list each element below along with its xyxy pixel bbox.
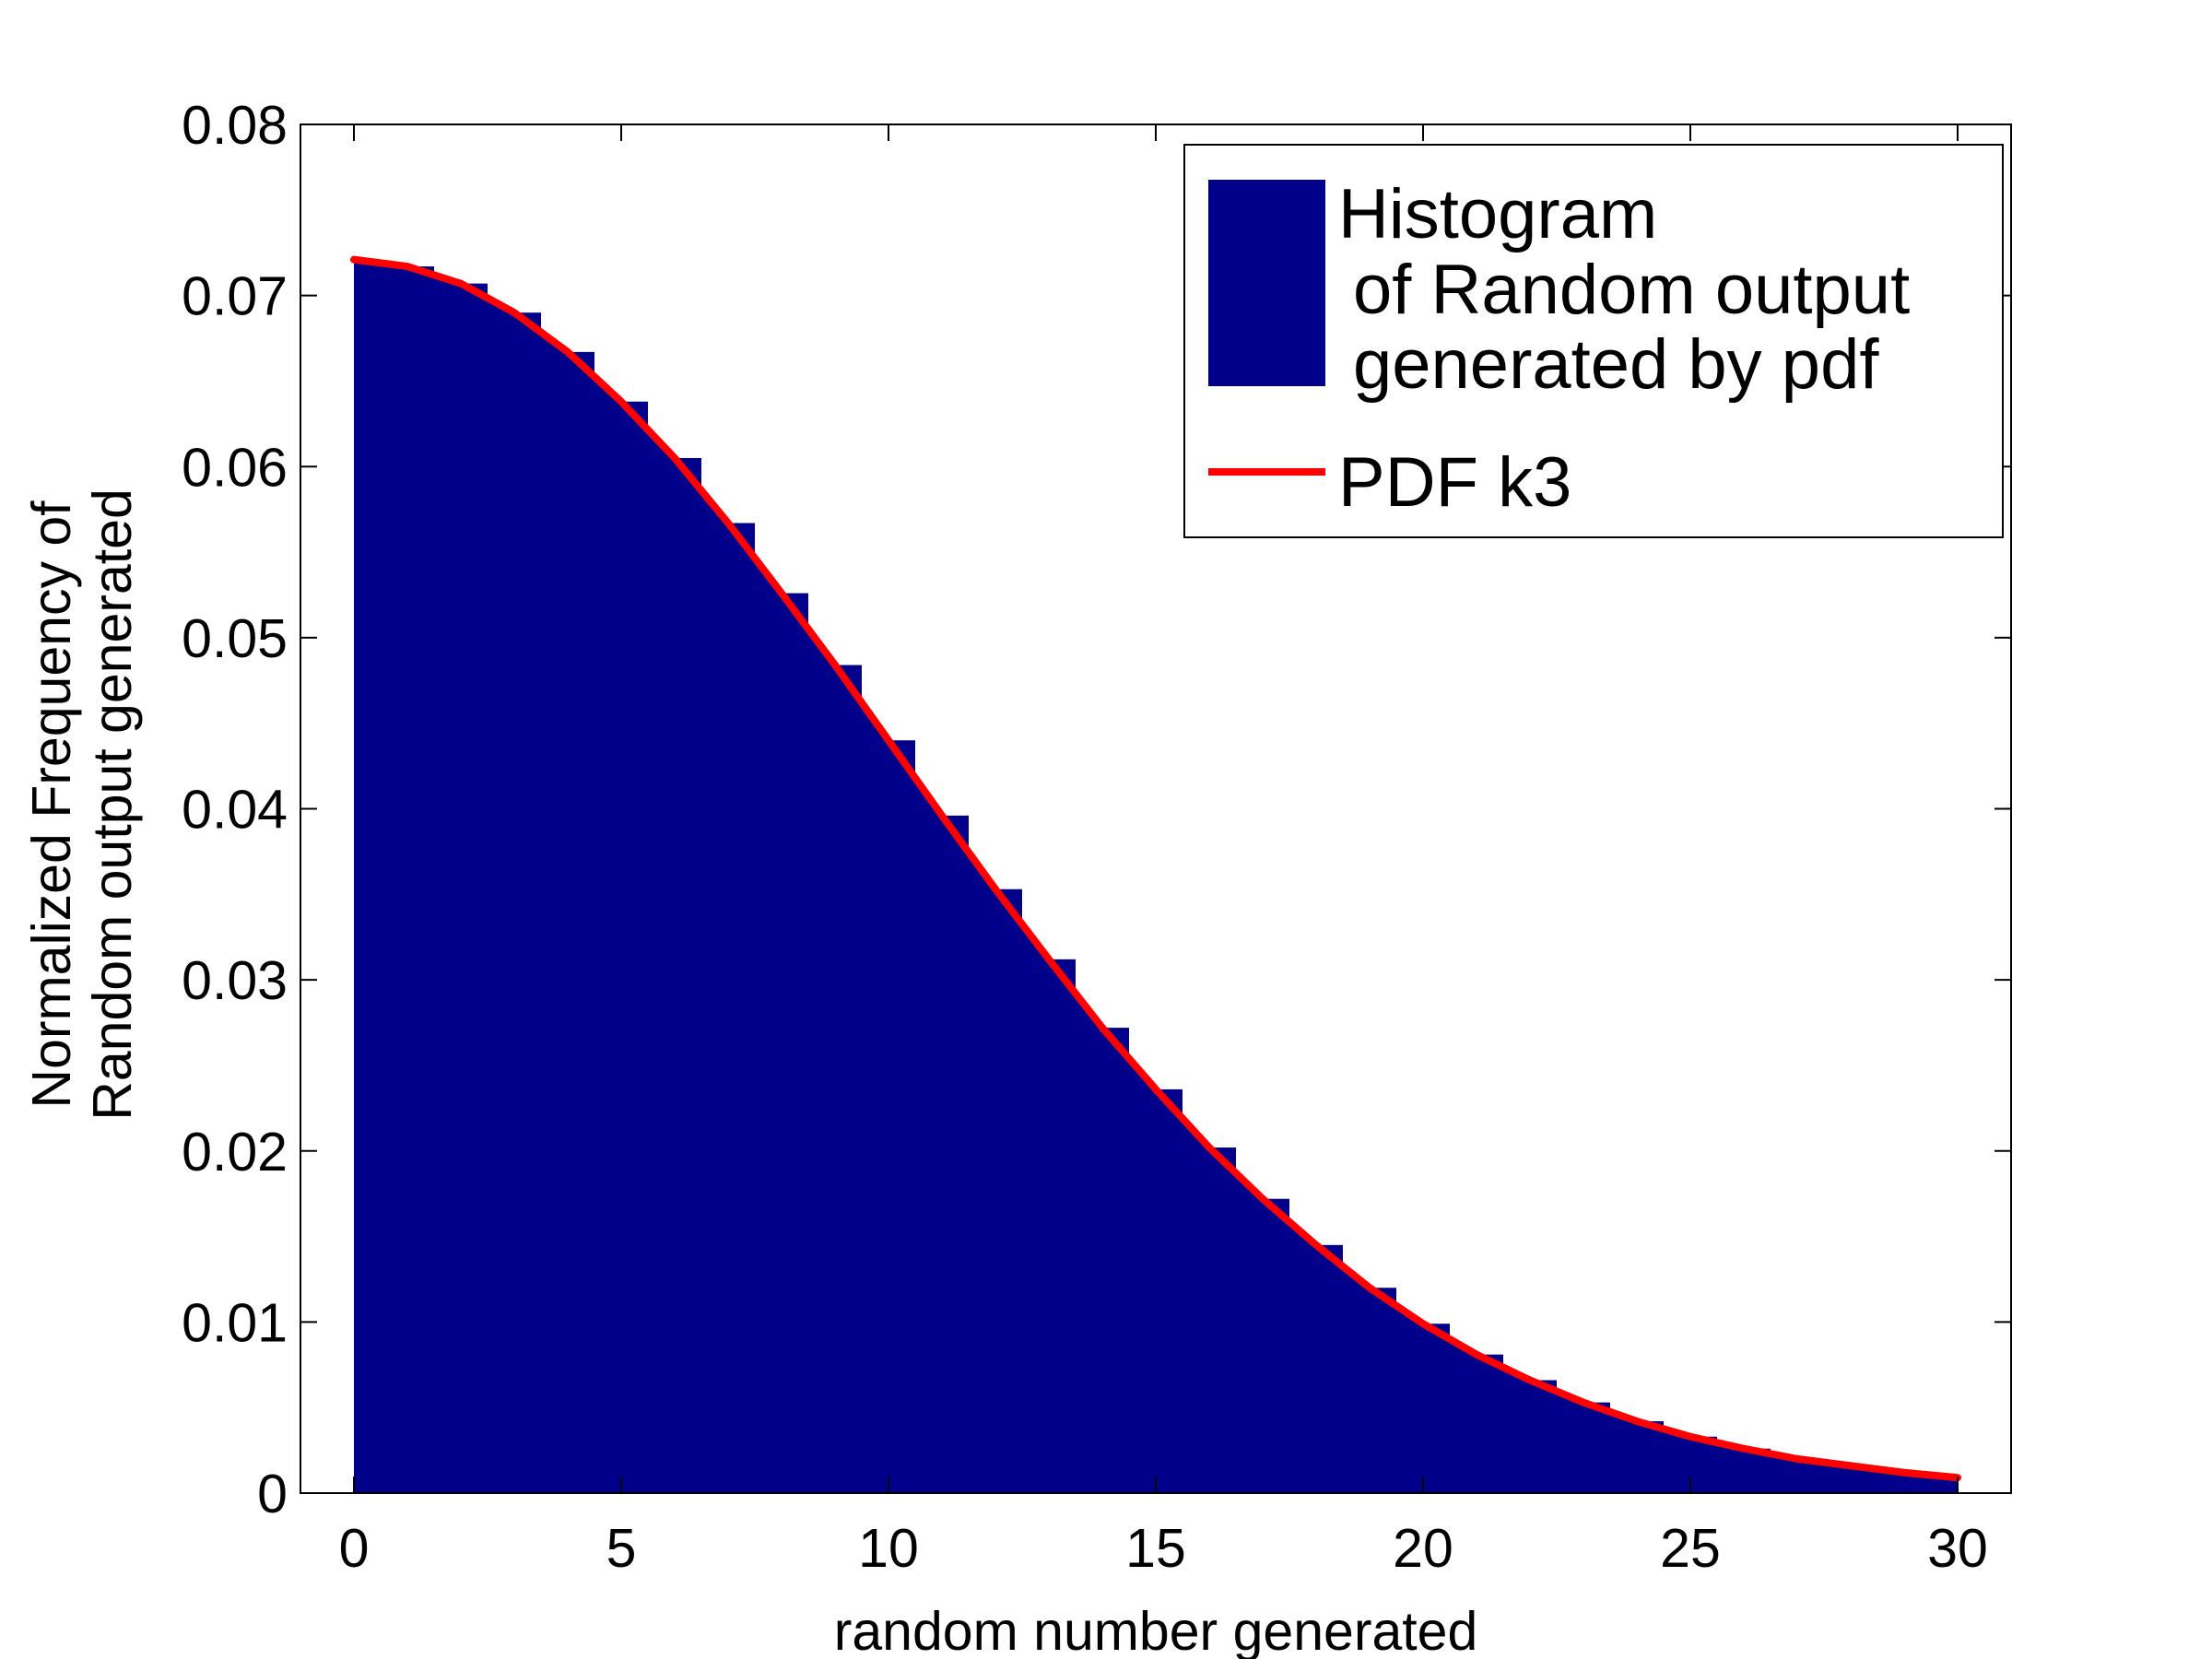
x-tick-label: 10 [858, 1518, 919, 1579]
legend-pdf-label: PDF k3 [1338, 443, 1571, 522]
histogram-bar [755, 593, 808, 1493]
pdf-line [350, 255, 1961, 1482]
y-tick-label: 0.04 [182, 780, 288, 841]
legend: Histogram of Random output generated by … [1183, 144, 2004, 538]
y-axis-label-line-2: Random output generated [82, 488, 143, 1121]
histogram-bar [541, 351, 594, 1494]
x-tick-label: 15 [1125, 1518, 1186, 1579]
y-tick-label: 0.08 [182, 95, 288, 156]
histogram-bar [1129, 1088, 1182, 1493]
y-tick-label: 0.01 [182, 1292, 288, 1353]
histogram-bar [381, 266, 434, 1494]
histogram-bar [1717, 1448, 1771, 1493]
histogram-bars [354, 259, 1958, 1494]
histogram-bar [1289, 1244, 1343, 1493]
histogram-bar [1182, 1147, 1236, 1493]
y-tick-label: 0.06 [182, 437, 288, 498]
x-tick-label: 0 [339, 1518, 370, 1579]
histogram-bar [1931, 1477, 1958, 1493]
legend-histogram-label-line-3: generated by pdf [1353, 325, 1879, 404]
histogram-bar [594, 401, 648, 1493]
y-tick-labels: 0 0.01 0.02 0.03 0.04 0.05 0.06 0.07 0.08 [182, 95, 288, 1524]
legend-histogram-swatch [1208, 180, 1325, 386]
x-tick-label: 20 [1393, 1518, 1453, 1579]
histogram-bar [1236, 1198, 1289, 1493]
histogram-bar [1343, 1288, 1396, 1493]
histogram-bar [488, 312, 541, 1493]
histogram-bar [354, 259, 381, 1493]
histogram-bar [648, 457, 701, 1493]
x-tick-labels: 0 5 10 15 20 25 30 [339, 1518, 1988, 1579]
y-tick-label: 0 [257, 1464, 288, 1524]
x-axis-label: random number generated [834, 1601, 1478, 1659]
histogram-bar [1022, 959, 1076, 1493]
y-tick-label: 0.02 [182, 1122, 288, 1182]
legend-histogram-label-line-2: of Random output [1353, 251, 1910, 329]
y-tick-label: 0.07 [182, 266, 288, 327]
histogram-bar [969, 888, 1022, 1493]
histogram-bar [434, 283, 488, 1494]
histogram-bar [915, 815, 969, 1493]
y-axis-label-line-1: Normalized Frequency of [21, 500, 82, 1109]
x-tick-label: 5 [606, 1518, 637, 1579]
histogram-bar [1557, 1402, 1610, 1493]
histogram-bar [1877, 1472, 1931, 1493]
histogram-bar [1396, 1324, 1450, 1493]
histogram-bar [701, 523, 755, 1493]
histogram-bar [1610, 1421, 1664, 1493]
legend-histogram-label-line-1: Histogram [1338, 175, 1657, 253]
histogram-bar [1076, 1028, 1129, 1493]
histogram-bar [1450, 1354, 1503, 1493]
histogram-bar [808, 665, 862, 1493]
y-tick-label: 0.05 [182, 608, 288, 669]
histogram-bar [1503, 1380, 1557, 1493]
x-tick-label: 25 [1660, 1518, 1721, 1579]
histogram-bar [862, 740, 915, 1493]
y-tick-label: 0.03 [182, 950, 288, 1011]
x-tick-label: 30 [1927, 1518, 1988, 1579]
